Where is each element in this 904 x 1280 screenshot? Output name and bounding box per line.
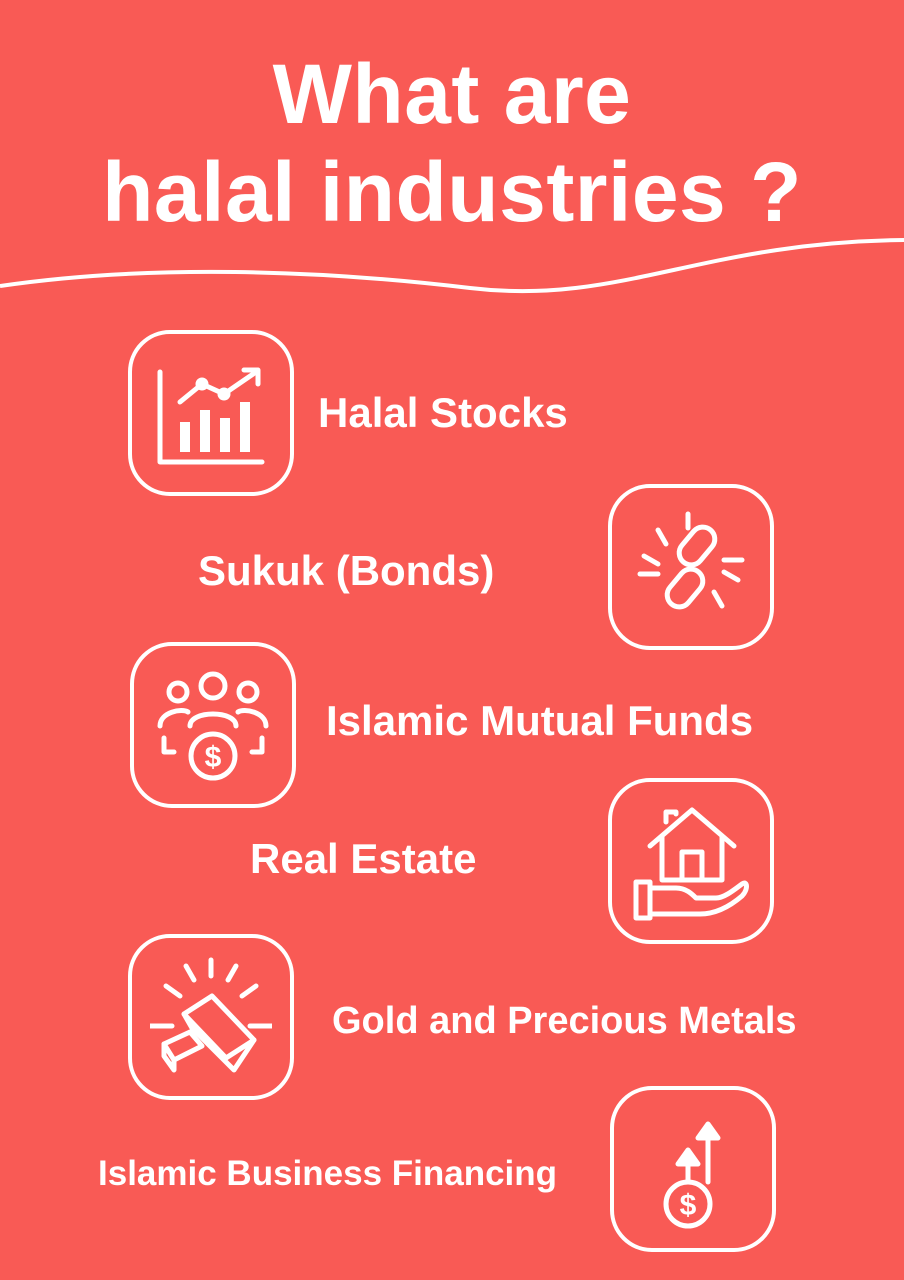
item-label-sukuk: Sukuk (Bonds) <box>198 547 495 594</box>
group-money-icon: $ <box>157 671 269 781</box>
bar-chart-growth-icon <box>157 367 265 465</box>
sukuk-icon-box <box>608 484 774 650</box>
real-estate-icon-box <box>608 778 774 944</box>
title-line-1: What are <box>272 47 632 141</box>
mutual-funds-icon-box: $ <box>130 642 296 808</box>
title-line-2: halal industries ? <box>102 145 802 239</box>
item-label-real-estate: Real Estate <box>250 835 477 882</box>
halal-stocks-icon-box <box>128 330 294 496</box>
item-label-halal-stocks: Halal Stocks <box>318 389 568 436</box>
house-in-hand-icon <box>633 807 749 921</box>
gold-icon-box <box>128 934 294 1100</box>
business-financing-icon-box: $ <box>610 1086 776 1252</box>
svg-text:$: $ <box>680 1189 697 1222</box>
gold-bars-icon <box>150 957 272 1073</box>
chain-link-icon <box>637 511 745 610</box>
svg-text:$: $ <box>205 741 222 774</box>
item-label-mutual-funds: Islamic Mutual Funds <box>326 697 754 744</box>
dollar-growth-icon: $ <box>663 1121 721 1229</box>
item-label-business-financing: Islamic Business Financing <box>98 1154 558 1193</box>
item-label-gold: Gold and Precious Metals <box>332 1000 797 1042</box>
wave-divider <box>0 238 904 294</box>
